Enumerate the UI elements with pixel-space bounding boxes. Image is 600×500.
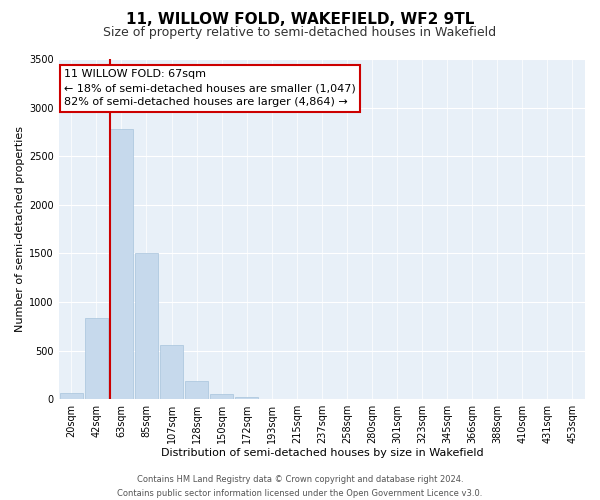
Bar bbox=[160, 345, 183, 399]
Bar bbox=[60, 394, 83, 399]
Text: 11, WILLOW FOLD, WAKEFIELD, WF2 9TL: 11, WILLOW FOLD, WAKEFIELD, WF2 9TL bbox=[126, 12, 474, 28]
Text: Contains HM Land Registry data © Crown copyright and database right 2024.
Contai: Contains HM Land Registry data © Crown c… bbox=[118, 476, 482, 498]
Bar bbox=[110, 129, 133, 399]
Text: Size of property relative to semi-detached houses in Wakefield: Size of property relative to semi-detach… bbox=[103, 26, 497, 39]
Bar bbox=[235, 397, 258, 399]
Bar bbox=[85, 318, 107, 399]
Bar bbox=[185, 381, 208, 399]
Text: 11 WILLOW FOLD: 67sqm
← 18% of semi-detached houses are smaller (1,047)
82% of s: 11 WILLOW FOLD: 67sqm ← 18% of semi-deta… bbox=[64, 69, 356, 107]
Bar bbox=[135, 254, 158, 399]
Bar bbox=[211, 394, 233, 399]
Y-axis label: Number of semi-detached properties: Number of semi-detached properties bbox=[15, 126, 25, 332]
X-axis label: Distribution of semi-detached houses by size in Wakefield: Distribution of semi-detached houses by … bbox=[161, 448, 483, 458]
